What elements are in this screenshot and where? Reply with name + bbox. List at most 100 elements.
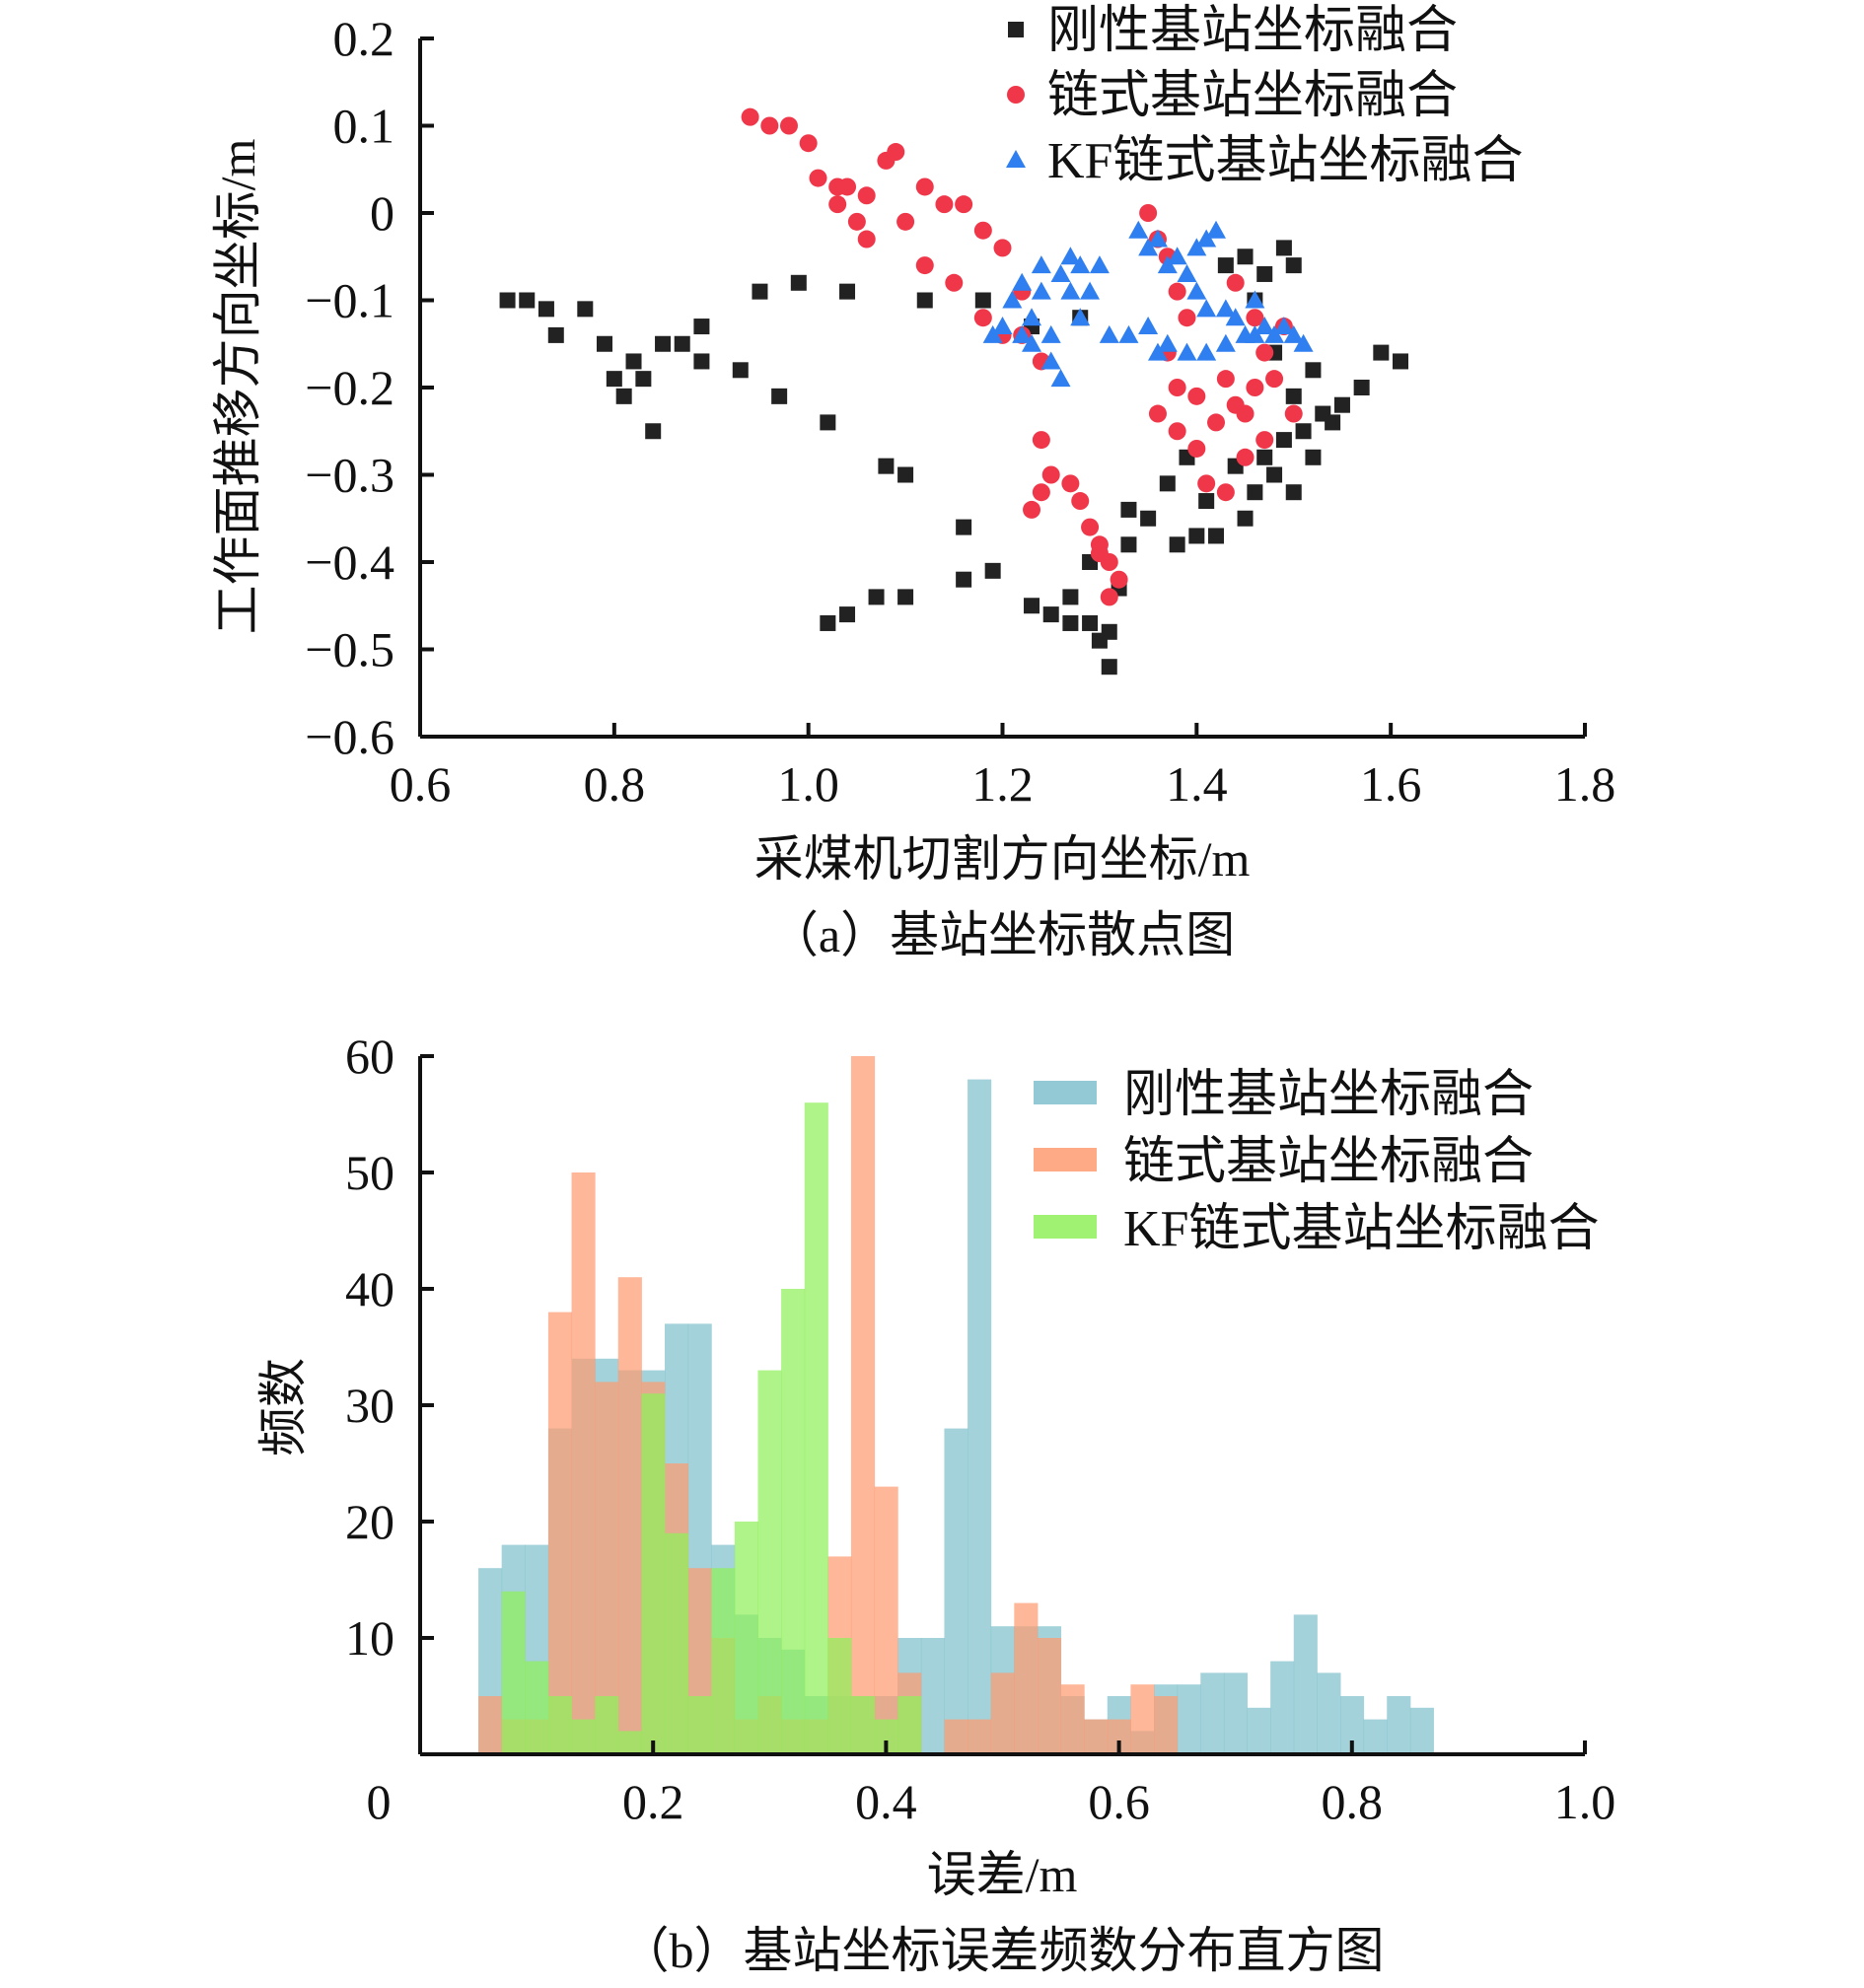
scatter-point-square [1275, 432, 1292, 449]
scatter-point-square [1101, 659, 1117, 675]
histogram-bar [501, 1591, 526, 1754]
scatter-point-circle [1139, 204, 1158, 222]
scatter-point-square [1217, 257, 1234, 274]
scatter-point-triangle [1050, 263, 1071, 282]
scatter-point-circle [973, 309, 992, 327]
scatter-point-square [897, 589, 914, 605]
scatter-point-circle [1071, 492, 1090, 511]
scatter-point-square [732, 362, 749, 379]
scatter-point-square [1256, 265, 1273, 282]
scatter-point-square [1120, 501, 1137, 518]
y-tick-label: 20 [345, 1494, 394, 1549]
histogram-bar [944, 1428, 968, 1754]
scatter-point-triangle [1040, 351, 1061, 370]
legend-label: KF链式基站坐标融合 [1047, 133, 1523, 189]
histogram-bar [1154, 1696, 1179, 1754]
scatter-point-square [1237, 248, 1254, 265]
scatter-point-circle [896, 212, 915, 231]
x-tick-label: 1.6 [1360, 756, 1422, 812]
scatter-point-square [1208, 528, 1225, 544]
y-tick-label: 0.2 [333, 11, 395, 66]
legend-label: 刚性基站坐标融合 [1047, 3, 1458, 59]
hist-y-label: 频数 [255, 1358, 311, 1456]
scatter-point-triangle [1022, 333, 1042, 352]
histogram-bar [1014, 1602, 1039, 1754]
histogram-bars [478, 1056, 1434, 1754]
scatter-point-triangle [1225, 308, 1246, 326]
histogram-bar [804, 1102, 828, 1754]
scatter-point-circle [857, 230, 876, 248]
x-tick-label: 1.2 [971, 756, 1034, 812]
scatter-point-triangle [1012, 272, 1033, 291]
scatter-point-triangle [1031, 255, 1051, 274]
scatter-point-square [1082, 614, 1099, 631]
scatter-point-circle [1255, 431, 1274, 450]
legend-label: 链式基站坐标融合 [1123, 1134, 1534, 1190]
scatter-point-square [615, 388, 632, 404]
scatter-point-square [1275, 240, 1292, 256]
histogram-bar [617, 1277, 642, 1754]
scatter-point-triangle [1177, 263, 1197, 282]
scatter-point-square [547, 326, 564, 343]
histogram-bar [734, 1522, 758, 1754]
x-tick-label: 1.0 [1554, 1774, 1616, 1829]
histogram-bar [1200, 1672, 1225, 1754]
scatter-point-circle [1246, 309, 1264, 327]
scatter-point-square [1024, 598, 1040, 614]
legend-label: KF链式基站坐标融合 [1123, 1201, 1599, 1257]
scatter-point-circle [1265, 370, 1284, 389]
x-tick-label: 0.6 [1088, 1774, 1150, 1829]
scatter-point-triangle [1245, 324, 1265, 343]
scatter-point-triangle [1215, 299, 1236, 318]
histogram-bar [571, 1172, 596, 1754]
y-tick-label: −0.5 [305, 622, 394, 677]
scatter-point-triangle [1196, 299, 1217, 318]
scatter-point-square [839, 606, 856, 623]
scatter-point-circle [887, 143, 905, 162]
scatter-point-triangle [1031, 281, 1051, 300]
hist-ticks: 0 0.2 0.4 0.6 0.8 1.0 60 50 40 30 20 10 [345, 1029, 1615, 1829]
scatter-point-square [956, 571, 972, 588]
scatter-point-square [577, 301, 594, 318]
scatter-point-triangle [1167, 247, 1187, 265]
x-tick-label: 0.8 [584, 756, 646, 812]
scatter-point-triangle [1186, 281, 1207, 300]
scatter-point-square [1305, 362, 1322, 379]
scatter-point-circle [1032, 431, 1050, 450]
legend-label: 链式基站坐标融合 [1047, 68, 1458, 124]
scatter-point-circle [1110, 570, 1128, 589]
scatter-point-square [674, 335, 690, 352]
x-tick-label: 1.4 [1166, 756, 1228, 812]
scatter-point-square [655, 335, 672, 352]
scatter-point-triangle [1022, 308, 1042, 326]
y-tick-label: 40 [345, 1261, 394, 1316]
scatter-point-square [1373, 344, 1390, 361]
histogram-bar [1037, 1638, 1062, 1754]
x-tick-label: 1.0 [777, 756, 839, 812]
scatter-point-square [1325, 414, 1341, 431]
scatter-point-square [820, 614, 836, 631]
scatter-point-circle [1284, 404, 1303, 423]
scatter-point-circle [915, 256, 934, 275]
histogram-bar [920, 1638, 945, 1754]
scatter-point-square [771, 388, 788, 404]
scatter-point-square [1285, 388, 1302, 404]
y-tick-label: −0.1 [305, 273, 394, 328]
scatter-point-circle [1246, 379, 1264, 396]
histogram-bar [547, 1312, 573, 1754]
histogram: 0 0.2 0.4 0.6 0.8 1.0 60 50 40 30 20 10 刚性基站坐标融合链式基… [255, 1029, 1615, 1978]
scatter-ticks: 0.6 0.8 1.0 1.2 1.4 1.6 1.8 0.2 0.1 0 −0.1 −0.2 −0.3… [305, 11, 1615, 812]
scatter-point-circle [1168, 379, 1186, 396]
scatter-point-circle [1226, 273, 1245, 292]
histogram-bar [1130, 1684, 1155, 1754]
scatter-point-square [1393, 353, 1409, 370]
scatter-point-triangle [1157, 333, 1178, 352]
scatter-point-circle [1168, 422, 1186, 441]
scatter-point-triangle [1177, 342, 1197, 361]
scatter-point-triangle [1245, 290, 1265, 309]
scatter-plot: 0.6 0.8 1.0 1.2 1.4 1.6 1.8 0.2 0.1 0 −0.1 −0.2 −0.3… [210, 3, 1615, 962]
scatter-point-triangle [1060, 281, 1081, 300]
scatter-point-square [1266, 466, 1283, 483]
